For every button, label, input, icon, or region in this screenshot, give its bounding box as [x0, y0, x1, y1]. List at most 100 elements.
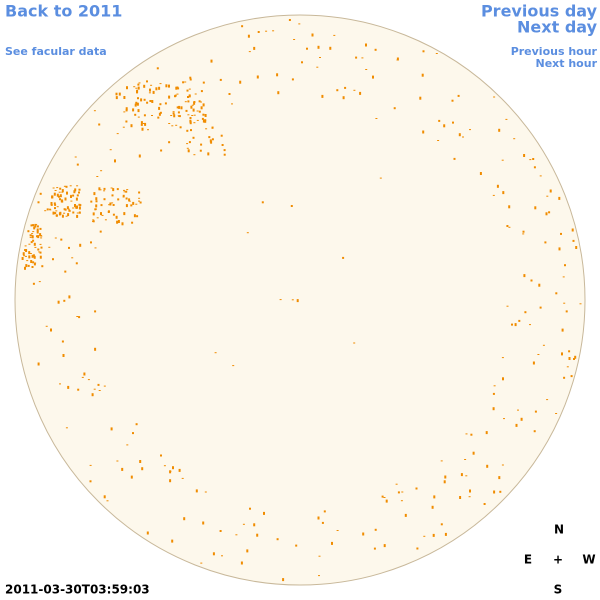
facula — [46, 208, 49, 211]
facula — [189, 117, 192, 119]
facula — [321, 94, 324, 98]
facula — [513, 138, 516, 140]
facula — [249, 507, 251, 510]
facula — [544, 241, 547, 244]
facula — [139, 201, 142, 204]
facula — [52, 187, 55, 189]
facula — [180, 106, 183, 110]
facula — [374, 528, 377, 531]
facula — [460, 473, 463, 477]
facula — [562, 276, 565, 278]
facula — [122, 126, 125, 128]
facula — [31, 235, 34, 239]
facula — [163, 465, 166, 467]
facula — [191, 115, 194, 116]
next-hour-link[interactable]: Next hour — [536, 57, 598, 70]
facular-link[interactable]: See facular data — [5, 45, 107, 58]
facula — [61, 340, 64, 343]
facula — [93, 192, 96, 196]
facula — [89, 480, 92, 483]
facula — [419, 96, 422, 100]
facula — [125, 204, 128, 208]
facula — [548, 211, 551, 214]
facula — [202, 119, 205, 123]
facula — [188, 94, 191, 97]
facula — [437, 140, 440, 141]
facula — [362, 532, 365, 536]
facula — [32, 224, 35, 227]
facula — [503, 418, 505, 420]
facula — [93, 110, 96, 112]
facula — [149, 100, 152, 102]
facula — [242, 523, 245, 525]
facula — [112, 204, 115, 206]
facula — [32, 239, 35, 242]
facula — [58, 195, 60, 198]
facula — [71, 257, 74, 259]
facula — [74, 156, 77, 158]
facula — [76, 185, 79, 187]
prev-day-link[interactable]: Previous day — [481, 2, 598, 21]
back-link[interactable]: Back to 2011 — [5, 2, 122, 21]
next-day-link[interactable]: Next day — [517, 18, 598, 37]
facula — [202, 521, 205, 525]
facula — [186, 129, 189, 132]
facula — [72, 211, 75, 214]
facula — [570, 375, 573, 378]
facula — [78, 316, 81, 319]
facula — [317, 45, 320, 49]
facula — [344, 86, 347, 89]
facula — [199, 149, 202, 152]
facula — [54, 207, 56, 210]
facula — [261, 201, 264, 204]
facula — [49, 209, 52, 211]
facula — [373, 547, 376, 550]
facula — [189, 121, 192, 125]
facula — [164, 102, 167, 105]
facula — [126, 444, 129, 446]
facula — [511, 323, 513, 326]
facula — [123, 189, 125, 191]
facula — [95, 200, 98, 203]
facula — [198, 110, 201, 113]
facula — [323, 510, 326, 513]
facula — [69, 185, 72, 187]
facula — [39, 243, 42, 245]
facula — [31, 266, 34, 268]
facula — [524, 311, 527, 314]
facula — [30, 224, 33, 227]
facula — [293, 39, 296, 40]
facula — [140, 121, 143, 125]
facula — [30, 260, 33, 263]
facula — [365, 69, 368, 70]
facula — [41, 265, 44, 268]
facula — [265, 30, 268, 32]
facula — [177, 115, 180, 117]
facula — [508, 205, 511, 209]
facula — [36, 235, 38, 238]
facula — [139, 460, 142, 463]
facula — [107, 210, 110, 213]
facula — [141, 467, 144, 471]
facula — [144, 122, 147, 126]
facula — [92, 219, 95, 221]
facula — [172, 466, 174, 470]
facula — [25, 255, 27, 257]
facula — [37, 362, 40, 366]
facula — [178, 115, 181, 117]
facula — [241, 25, 244, 28]
facula — [223, 149, 226, 152]
facula — [118, 92, 121, 96]
facula — [39, 192, 42, 195]
facula — [192, 136, 195, 139]
facula — [76, 316, 79, 317]
facula — [204, 114, 207, 117]
facula — [135, 423, 138, 426]
facula — [517, 409, 519, 411]
facula — [23, 255, 26, 257]
prev-hour-link[interactable]: Previous hour — [511, 45, 598, 58]
facula — [27, 230, 30, 233]
facula — [65, 185, 68, 188]
facula — [291, 78, 294, 81]
facula — [92, 212, 95, 216]
